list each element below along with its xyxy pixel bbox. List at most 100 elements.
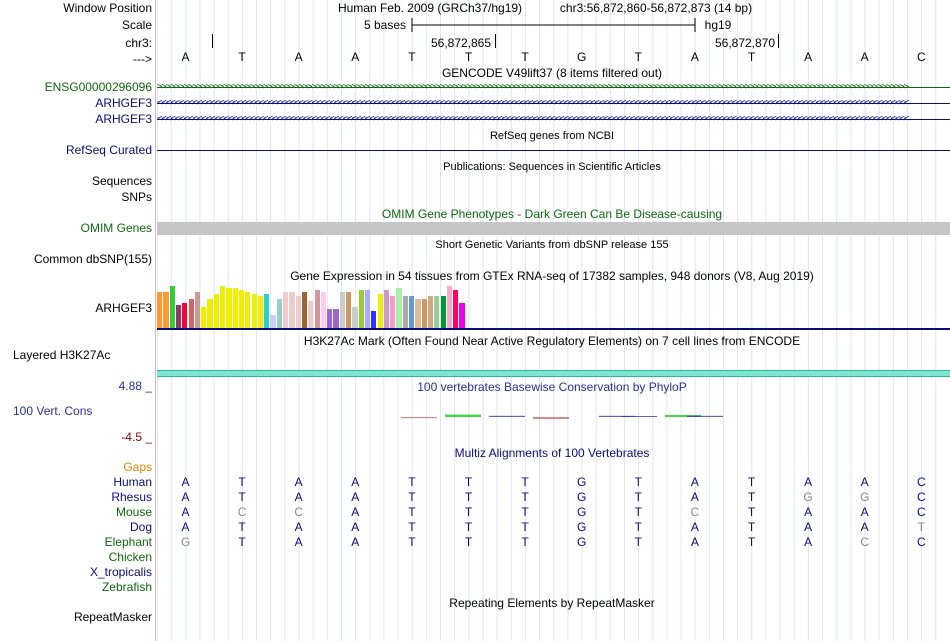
gtex-tissue-bar[interactable] — [327, 309, 333, 328]
alignment-base: C — [690, 505, 700, 519]
gtex-tissue-bar[interactable] — [415, 299, 421, 328]
gtex-tissue-bar[interactable] — [402, 296, 408, 328]
gtex-tissue-bar[interactable] — [251, 294, 257, 328]
gtex-tissue-bar[interactable] — [163, 292, 169, 328]
gene-feature-ensg[interactable]: >>>>>>>>>>>>>>>>>>>>>>>>>>>>>>>>>>>>>>>>… — [157, 80, 950, 94]
gtex-tissue-bar[interactable] — [182, 303, 188, 328]
gtex-tissue-bar[interactable] — [257, 296, 264, 328]
gtex-tissue-bar[interactable] — [207, 299, 213, 328]
gtex-tissue-bar[interactable] — [295, 296, 301, 328]
gene-label-ensg[interactable]: ENSG00000296096 — [44, 80, 152, 94]
refseq-track-label[interactable]: RefSeq Curated — [65, 143, 152, 157]
gtex-tissue-bar[interactable] — [446, 286, 453, 328]
alignment-base: A — [351, 535, 360, 549]
alignment-base: T — [747, 490, 756, 504]
gtex-tissue-bar[interactable] — [409, 296, 415, 328]
alignment-base: T — [634, 490, 642, 504]
track-labels-column: Window Position Scale chr3: ---> ENSG000… — [0, 0, 155, 641]
alignment-base: C — [916, 535, 926, 549]
alignment-base: A — [294, 490, 303, 504]
alignment-base: T — [464, 505, 473, 519]
gtex-tissue-bar[interactable] — [364, 290, 371, 328]
coord-tick-2 — [778, 34, 779, 48]
alignment-base: T — [464, 535, 473, 549]
gene-label-arhgef3-1[interactable]: ARHGEF3 — [95, 96, 152, 110]
gtex-tissue-bar[interactable] — [270, 315, 276, 328]
gtex-track-title: Gene Expression in 54 tissues from GTEx … — [290, 269, 814, 283]
conservation-track-title: 100 vertebrates Basewise Conservation by… — [417, 380, 687, 394]
gtex-expression-bars[interactable] — [157, 286, 950, 328]
repeatmasker-track-label[interactable]: RepeatMasker — [73, 610, 152, 624]
gtex-tissue-bar[interactable] — [352, 307, 358, 328]
gtex-tissue-bar[interactable] — [333, 309, 339, 328]
gtex-tissue-bar[interactable] — [245, 292, 251, 328]
gtex-tissue-bar[interactable] — [169, 286, 175, 328]
gtex-tissue-bar[interactable] — [459, 303, 465, 328]
conservation-track-label[interactable]: 100 Vert. Cons — [13, 404, 93, 418]
alignment-base: T — [238, 475, 246, 489]
gtex-tissue-bar[interactable] — [390, 296, 396, 328]
gtex-tissue-bar[interactable] — [346, 292, 352, 328]
gtex-tissue-bar[interactable] — [264, 294, 270, 328]
gtex-tissue-bar[interactable] — [289, 292, 295, 328]
snps-track-label[interactable]: SNPs — [121, 190, 152, 204]
omim-track-label[interactable]: OMIM Genes — [80, 221, 152, 235]
gtex-tissue-bar[interactable] — [427, 296, 434, 328]
gtex-tissue-bar[interactable] — [188, 299, 194, 328]
alignment-base: A — [804, 520, 813, 534]
gtex-tissue-bar[interactable] — [175, 305, 182, 328]
gtex-tissue-bar[interactable] — [453, 290, 459, 328]
sequence-base: T — [747, 50, 756, 64]
gtex-tissue-bar[interactable] — [194, 292, 201, 328]
gtex-tissue-bar[interactable] — [358, 290, 364, 328]
gtex-tissue-bar[interactable] — [226, 288, 232, 328]
gtex-tissue-bar[interactable] — [308, 301, 314, 328]
alignment-base: C — [916, 490, 926, 504]
gencode-track-title: GENCODE V49lift37 (8 items filtered out) — [441, 66, 663, 80]
gtex-tissue-bar[interactable] — [157, 292, 163, 328]
gene-feature-arhgef3-2[interactable]: <<<<<<<<<<<<<<<<<<<<<<<<<<<<<<<<<<<<<<<<… — [157, 112, 950, 126]
strand-arrow-label: ---> — [133, 52, 152, 66]
dbsnp-track-label[interactable]: Common dbSNP(155) — [33, 252, 152, 266]
sequence-base: T — [408, 50, 416, 64]
gtex-baseline — [157, 328, 950, 330]
gene-feature-arhgef3-1[interactable]: <<<<<<<<<<<<<<<<<<<<<<<<<<<<<<<<<<<<<<<<… — [157, 96, 950, 110]
gtex-tissue-bar[interactable] — [339, 292, 345, 328]
sequences-track-label[interactable]: Sequences — [91, 174, 152, 188]
gtex-tissue-bar[interactable] — [238, 290, 245, 328]
alignment-base: A — [804, 535, 813, 549]
gtex-tissue-bar[interactable] — [421, 299, 427, 328]
alignment-base: G — [180, 535, 191, 549]
alignment-base: T — [521, 475, 529, 489]
gtex-tissue-bar[interactable] — [383, 290, 390, 328]
gtex-tissue-bar[interactable] — [314, 290, 320, 328]
position-text: chr3:56,872,860-56,872,873 (14 bp) — [559, 1, 753, 15]
gtex-tissue-bar[interactable] — [371, 311, 377, 328]
gtex-tissue-bar[interactable] — [377, 294, 383, 328]
gtex-tissue-bar[interactable] — [220, 286, 226, 328]
h3k27ac-signal-bar[interactable] — [157, 370, 950, 377]
conservation-plot[interactable] — [157, 395, 950, 440]
alignment-base: A — [181, 520, 190, 534]
alignment-base: T — [634, 535, 642, 549]
scale-bar — [411, 18, 696, 32]
gtex-tissue-bar[interactable] — [434, 296, 440, 328]
gene-label-arhgef3-2[interactable]: ARHGEF3 — [95, 112, 152, 126]
h3k27ac-track-label[interactable]: Layered H3K27Ac — [13, 348, 111, 362]
sequence-base: A — [804, 50, 813, 64]
gtex-tissue-bar[interactable] — [201, 307, 207, 328]
gtex-tissue-bar[interactable] — [213, 294, 219, 328]
gtex-tissue-bar[interactable] — [276, 299, 282, 328]
gtex-tissue-bar[interactable] — [396, 288, 402, 328]
gtex-track-label[interactable]: ARHGEF3 — [95, 301, 152, 315]
sequence-base: T — [464, 50, 473, 64]
refseq-gene-line[interactable] — [157, 150, 950, 151]
gtex-tissue-bar[interactable] — [283, 292, 289, 328]
gtex-tissue-bar[interactable] — [320, 292, 327, 328]
gtex-tissue-bar[interactable] — [301, 292, 308, 328]
alignment-base: A — [860, 505, 869, 519]
omim-feature-bar[interactable] — [157, 222, 950, 235]
gtex-tissue-bar[interactable] — [232, 288, 238, 328]
gtex-tissue-bar[interactable] — [440, 296, 446, 328]
